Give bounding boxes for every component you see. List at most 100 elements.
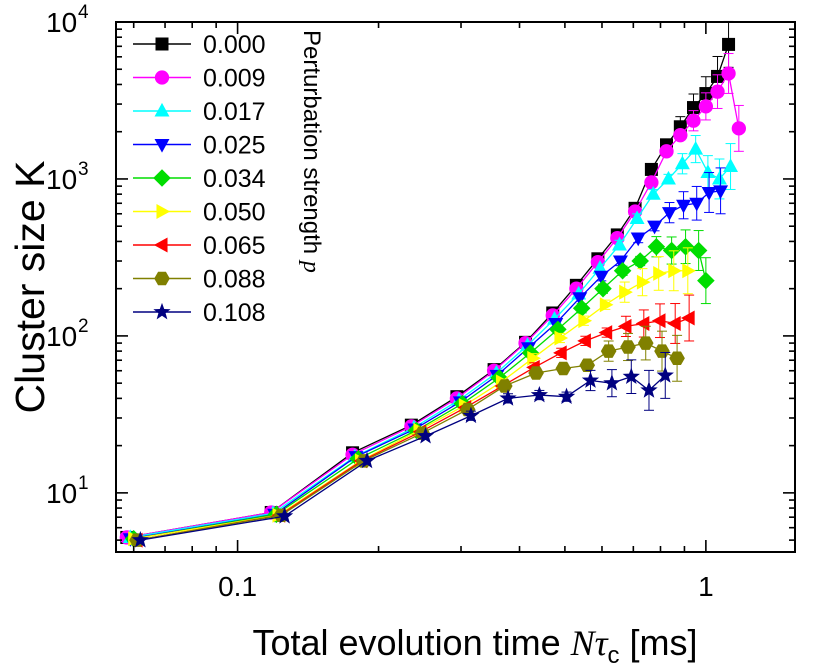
data-point: [622, 367, 640, 385]
data-point: [631, 252, 649, 270]
data-point: [612, 255, 628, 270]
data-point: [572, 299, 591, 318]
legend-entry: 0.009: [133, 65, 266, 93]
data-point: [579, 358, 596, 373]
data-point: [667, 316, 681, 331]
data-point: [698, 99, 714, 114]
data-point: [600, 344, 617, 358]
data-point: [644, 162, 658, 176]
legend-title-symbol: p: [298, 259, 324, 273]
data-point: [629, 210, 645, 224]
legend-entry: 0.050: [133, 199, 266, 227]
legend-marker: [153, 169, 171, 187]
data-point: [416, 426, 435, 444]
data-point: [555, 361, 572, 376]
data-point: [697, 271, 715, 290]
data-point: [710, 84, 725, 99]
data-point: [661, 207, 677, 221]
y-tick-exponent: 2: [78, 316, 89, 337]
x-axis-title-tau: τ: [595, 623, 609, 663]
data-point: [630, 232, 646, 247]
y-tick-base: 10: [46, 164, 77, 195]
data-point: [668, 263, 682, 279]
legend-label: 0.108: [203, 299, 266, 327]
series-group: [119, 20, 746, 548]
data-point: [676, 199, 692, 214]
data-point: [619, 284, 633, 300]
plot-frame: [115, 21, 796, 553]
plot-area: [116, 22, 795, 552]
legend-marker: [153, 302, 171, 320]
legend-entry: 0.034: [133, 165, 266, 193]
data-point: [645, 186, 661, 200]
legend-label: 0.000: [203, 31, 266, 59]
data-point: [530, 385, 549, 403]
data-point: [660, 170, 676, 185]
data-point: [593, 270, 609, 285]
plot-frame-group: [115, 21, 796, 553]
data-point: [681, 310, 695, 326]
x-tick-label: 0.1: [218, 571, 257, 602]
data-point: [673, 128, 688, 143]
legend-entry: 0.000: [133, 31, 266, 59]
data-point: [554, 330, 569, 346]
data-point: [651, 313, 666, 329]
data-point: [644, 175, 659, 190]
x-axis-title-symbol: N: [570, 623, 597, 663]
y-tick-base: 10: [46, 478, 77, 509]
legend-title-text: Perturbation strength: [298, 30, 325, 261]
data-point: [358, 451, 376, 469]
y-axis-title: Cluster size K: [7, 161, 53, 414]
data-point: [669, 351, 685, 366]
data-point: [496, 379, 513, 393]
data-point: [553, 345, 567, 361]
legend-label: 0.088: [203, 266, 266, 294]
series-8: [131, 351, 674, 548]
legend-marker: [155, 37, 169, 51]
legend-entry: 0.017: [133, 98, 266, 126]
series-7: [129, 325, 685, 547]
legend-marker: [153, 237, 168, 253]
data-point: [578, 313, 593, 329]
y-tick-exponent: 3: [78, 159, 89, 180]
data-point: [612, 236, 627, 251]
y-tick-exponent: 1: [78, 473, 89, 494]
y-tick-base: 10: [46, 321, 77, 352]
data-point: [617, 318, 632, 334]
data-point: [689, 197, 705, 212]
data-point: [572, 292, 588, 306]
legend-label: 0.065: [203, 232, 266, 260]
data-point: [688, 140, 704, 155]
legend-marker: [154, 70, 170, 85]
legend-marker: [154, 102, 170, 117]
x-axis-title-sub: c: [608, 642, 620, 669]
data-point: [499, 389, 517, 406]
legend-label: 0.025: [203, 132, 266, 160]
y-tick-label: 10 1: [46, 473, 89, 509]
y-tick-exponent: 4: [78, 2, 89, 23]
y-tick-label: 10 4: [46, 2, 89, 38]
data-point: [689, 241, 708, 260]
y-tick-base: 10: [46, 7, 77, 38]
data-point: [659, 144, 674, 159]
data-point: [676, 237, 695, 256]
data-point: [686, 113, 701, 128]
data-point: [613, 262, 632, 280]
data-point: [603, 374, 621, 391]
data-point: [620, 340, 636, 354]
legend-title: Perturbation strength p: [298, 30, 325, 273]
x-tick-label: 1: [698, 571, 714, 602]
data-point: [731, 121, 746, 136]
data-point: [594, 279, 612, 298]
data-point: [599, 297, 614, 313]
data-point: [131, 531, 150, 548]
y-tick-label: 10 2: [46, 316, 89, 352]
legend-entry: 0.065: [133, 232, 266, 260]
data-point: [653, 265, 667, 281]
data-point: [528, 366, 544, 380]
x-axis-title-suffix: [ms]: [620, 622, 698, 663]
data-point: [640, 381, 658, 398]
data-point: [647, 220, 663, 235]
